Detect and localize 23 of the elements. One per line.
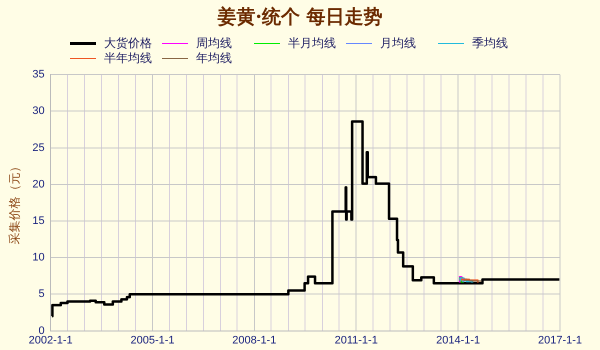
y-tick-label: 30	[32, 105, 45, 118]
y-tick-label: 5	[38, 288, 45, 300]
legend-label: 半月均线	[288, 35, 336, 52]
y-tick-label: 35	[32, 68, 45, 81]
x-tick-label: 2008-1-1	[232, 334, 276, 346]
y-tick-label: 15	[32, 215, 45, 228]
legend-label: 年均线	[196, 50, 232, 67]
legend-label: 半年均线	[104, 50, 152, 67]
legend-label: 大货价格	[104, 35, 152, 52]
x-tick-label: 2011-1-1	[334, 334, 378, 346]
x-tick-label: 2017-1-1	[538, 334, 582, 346]
x-tick-label: 2005-1-1	[130, 334, 175, 346]
y-tick-label: 25	[32, 142, 45, 154]
legend-label: 季均线	[472, 35, 508, 52]
y-axis-title: 采集价格（元）	[8, 160, 22, 245]
y-tick-label: 20	[32, 178, 45, 190]
chart-title: 姜黄·统个 每日走势	[216, 5, 384, 30]
legend-label: 月均线	[380, 35, 416, 52]
legend-label: 周均线	[196, 35, 232, 52]
x-tick-label: 2014-1-1	[436, 334, 480, 346]
y-tick-label: 0	[38, 324, 45, 337]
y-tick-label: 10	[32, 252, 45, 264]
x-tick-label: 2002-1-1	[28, 334, 73, 346]
